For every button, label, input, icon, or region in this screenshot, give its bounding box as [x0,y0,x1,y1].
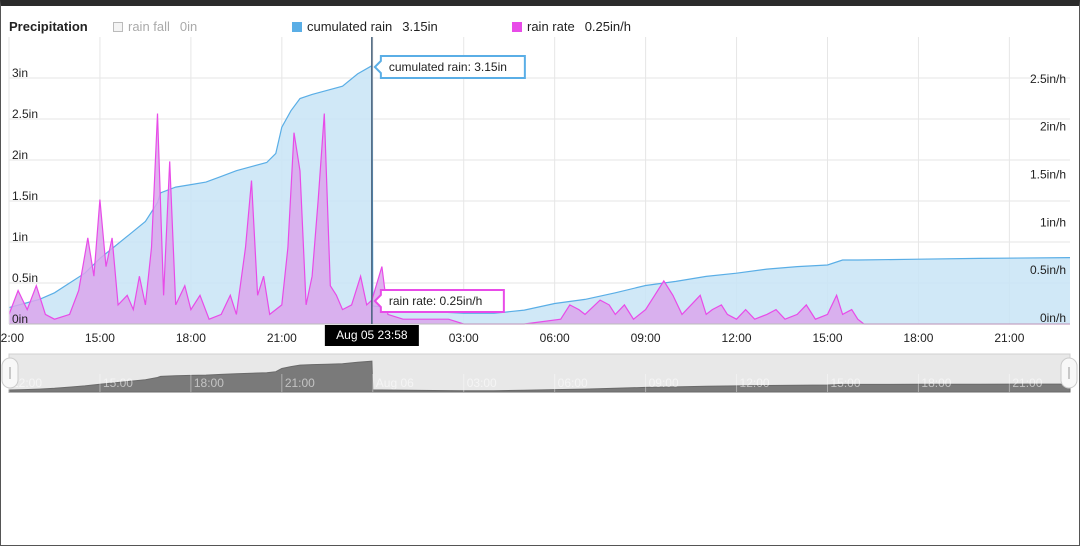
x-tick-label: 21:00 [994,331,1024,345]
y-left-tick-label: 2in [12,148,28,162]
legend-value-rain-rate: 0.25in/h [584,19,631,34]
tooltip-cumulated-box [373,55,526,79]
navigator-handle-right[interactable] [1060,357,1078,389]
x-tick-label: 06:00 [540,331,570,345]
navigator-tick-label: 12:00 [12,376,42,390]
navigator-series-area [8,360,1071,393]
series-line-rain-rate [8,113,1070,325]
legend-label-rain-fall: rain fall [128,19,170,34]
y-left-tick-label: 3in [12,66,28,80]
chart-legend: Precipitation rain fall 0in cumulated rai… [0,14,1080,38]
legend-swatch-icon [113,22,123,32]
tooltip-rate: rain rate: 0.25in/h [373,289,505,313]
y-right-tick-label: 2in/h [1040,120,1066,134]
y-left-tick-label: 2.5in [12,107,38,121]
chart-series [8,64,1071,325]
y-left-tick-label: 1.5in [12,189,38,203]
series-area-cumulated-rain [9,65,1070,324]
y-left-tick-label: 0in [12,312,28,326]
y-right-tick-label: 1in/h [1040,215,1066,229]
y-right-tick-label: 1.5in/h [1030,168,1066,182]
navigator-tick-label: 18:00 [194,376,224,390]
legend-item-rain-rate[interactable]: rain rate 0.25in/h [512,19,631,34]
legend-value-rain-fall: 0in [179,19,198,34]
legend-label-rain-rate: rain rate [527,19,575,34]
x-tick-label: 21:00 [267,331,297,345]
navigator[interactable]: 12:00 15:00 18:00 21:00 Aug 06 03:00 06:00 09:0… [1,353,1078,393]
legend-value-cumulated-rain: 3.15in [402,19,438,34]
tooltip-cumulated-text: cumulated rain: 3.15in [389,60,507,74]
x-tick-label: 03:00 [449,331,479,345]
tooltip-rate-box [373,289,505,313]
x-tick-label: 15:00 [812,331,842,345]
navigator-handle-left[interactable] [1,357,19,389]
navigator-tick-label: Aug 06 [376,376,414,390]
y-right-tick-label: 0in/h [1040,311,1066,325]
x-tick-label: 09:00 [631,331,661,345]
navigator-tick-label: 15:00 [103,376,133,390]
x-tick-label: 12:00 [0,331,24,345]
chart-title: Precipitation [9,19,88,34]
legend-swatch-icon [292,22,302,32]
crosshair-time-text: Aug 05 23:58 [336,328,408,342]
series-line-cumulated-rain [8,64,1071,314]
tooltip-cumulated: cumulated rain: 3.15in [373,55,526,79]
navigator-tick-label: 18:00 [921,376,951,390]
navigator-tick-label: 21:00 [285,376,315,390]
y-right-tick-label: 2.5in/h [1030,72,1066,86]
y-left-tick-label: 1in [12,230,28,244]
legend-item-cumulated-rain[interactable]: cumulated rain 3.15in [292,19,438,34]
tooltip-rate-text: rain rate: 0.25in/h [389,294,482,308]
navigator-tick-label: 09:00 [649,376,679,390]
x-tick-label: 12:00 [722,331,752,345]
navigator-tick-label: 03:00 [467,376,497,390]
x-tick-label: 18:00 [176,331,206,345]
series-area-rain-rate [9,113,1070,324]
tooltips: cumulated rain: 3.15in rain rate: 0.25in… [324,55,526,346]
y-right-tick-label: 0.5in/h [1030,263,1066,277]
x-tick-label: 15:00 [85,331,115,345]
legend-swatch-icon [512,22,522,32]
navigator-tick-label: 15:00 [830,376,860,390]
navigator-tick-label: 06:00 [558,376,588,390]
crosshair-time-label: Aug 05 23:58 [324,325,419,346]
legend-label-cumulated-rain: cumulated rain [307,19,393,34]
navigator-tick-label: 21:00 [1012,376,1042,390]
navigator-tick-label: 12:00 [740,376,770,390]
legend-item-rain-fall[interactable]: rain fall 0in [113,19,197,34]
y-left-tick-label: 0.5in [12,271,38,285]
crosshair-time-box [324,325,419,346]
x-tick-label: 18:00 [903,331,933,345]
